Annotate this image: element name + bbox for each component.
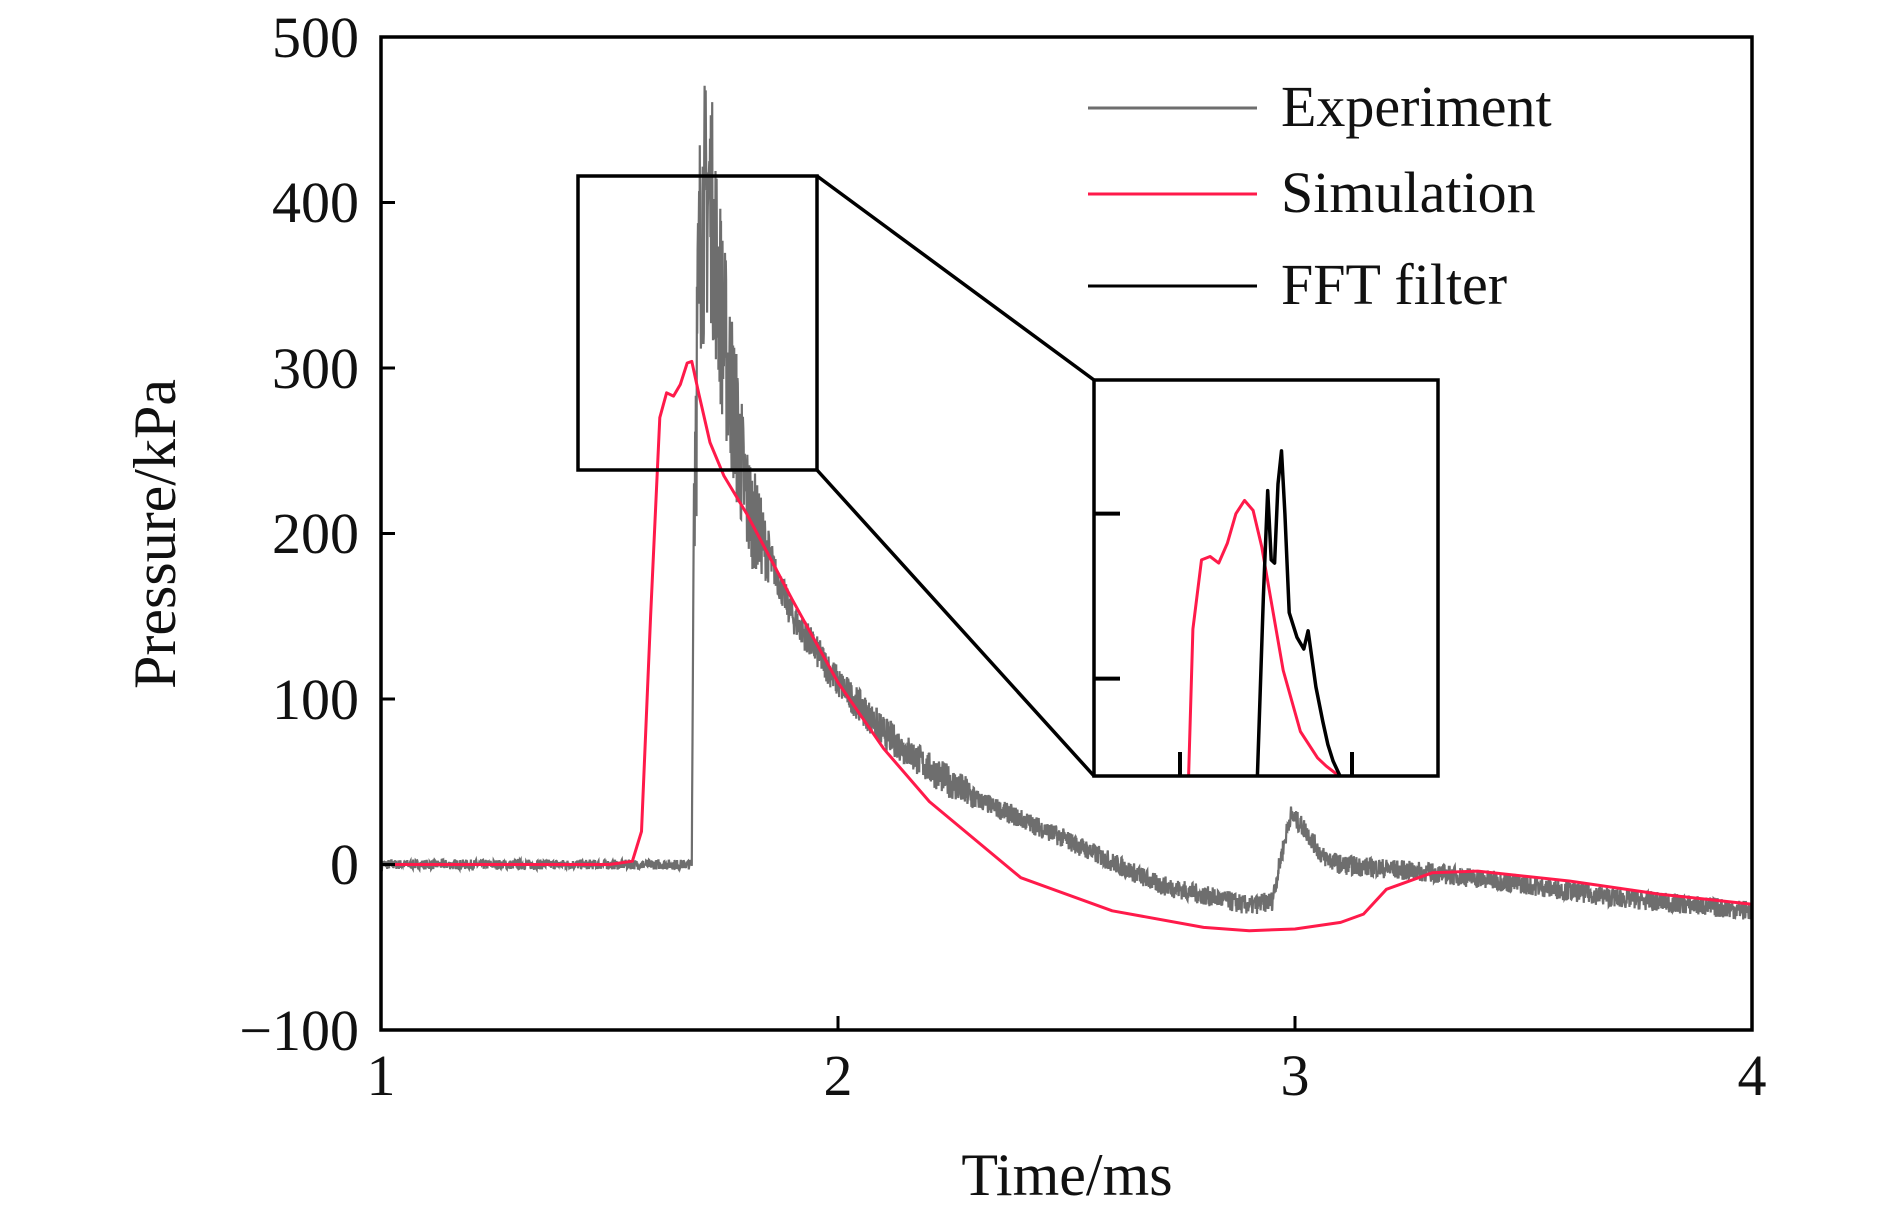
x-tick-labels: 1 2 3 4: [367, 1043, 1767, 1108]
y-tick-label: 400: [272, 170, 359, 235]
inset-series-line-simulation: [1187, 498, 1341, 778]
x-tick-label: 2: [824, 1043, 853, 1108]
zoom-connector-bottom: [815, 468, 1096, 778]
zoom-region-box: [576, 174, 819, 472]
legend-label-experiment: Experiment: [1281, 74, 1552, 139]
y-tick-label: 500: [272, 5, 359, 70]
zoom-connector-top: [815, 174, 1096, 382]
x-axis-label: Time/ms: [961, 1142, 1172, 1208]
y-tick-label: 0: [330, 832, 359, 897]
y-axis-label: Pressure/kPa: [122, 379, 188, 689]
x-tick-label: 1: [367, 1043, 396, 1108]
y-tick-label: 100: [272, 667, 359, 732]
x-tick-label: 4: [1738, 1043, 1767, 1108]
y-tick-labels: −100 0 100 200 300 400 500: [239, 5, 359, 1063]
y-tick-label: 200: [272, 501, 359, 566]
inset-frame: [1092, 378, 1440, 778]
simulation-layer: [381, 359, 1753, 933]
series-line-simulation: [381, 359, 1753, 933]
inset-layer: [1094, 449, 1354, 778]
y-tick-label: 300: [272, 336, 359, 401]
legend-label-simulation: Simulation: [1281, 160, 1536, 225]
legend: Experiment Simulation FFT filter: [1088, 74, 1552, 317]
x-tick-label: 3: [1281, 1043, 1310, 1108]
inset-series-line-fft-filter: [1255, 449, 1342, 777]
legend-label-fft-filter: FFT filter: [1281, 252, 1507, 317]
axis-ticks: [379, 35, 1754, 1032]
y-tick-label: −100: [239, 998, 359, 1063]
